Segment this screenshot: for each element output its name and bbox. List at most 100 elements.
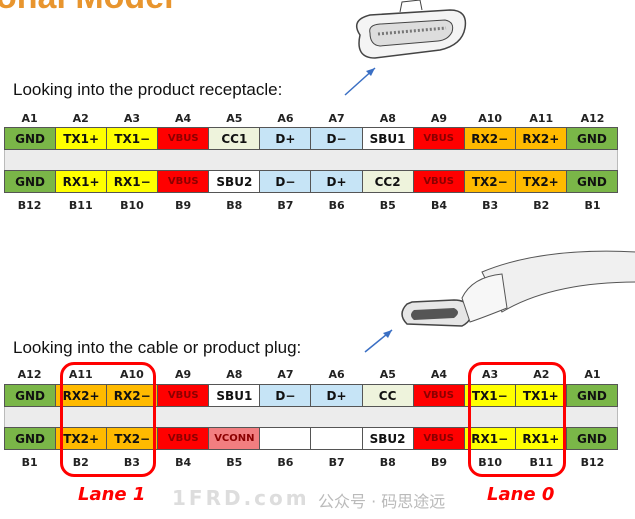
pin-label: B8 <box>226 199 243 212</box>
receptacle-bottom-pin-labels: B12 B11 B10 B9 B8 B7 B6 B5 B4 B3 B2 B1 <box>4 199 618 212</box>
page-title: onal Model <box>0 0 174 17</box>
pin-label: A12 <box>580 112 605 125</box>
pin-label: A11 <box>68 368 93 381</box>
pin-label: A1 <box>584 368 601 381</box>
pin-label: B9 <box>430 456 447 469</box>
pin-cell: RX1− <box>464 428 516 449</box>
pin-label: A8 <box>379 112 396 125</box>
pin-cell: GND <box>5 171 57 192</box>
watermark-site: 1FRD.com <box>172 486 310 510</box>
pin-label: A5 <box>226 112 243 125</box>
pin-cell: TX1+ <box>515 385 567 406</box>
pin-cell: D− <box>260 171 312 192</box>
pin-cell: VBUS <box>158 428 210 449</box>
pin-cell: RX1+ <box>515 428 567 449</box>
pin-label: B1 <box>584 199 601 212</box>
lane1-outline <box>60 362 156 477</box>
pin-label: B3 <box>123 456 140 469</box>
pin-cell <box>311 428 363 449</box>
arrow-icon <box>344 67 376 96</box>
pin-label: A3 <box>123 112 141 125</box>
pin-label: B10 <box>120 199 144 212</box>
pin-label: A2 <box>533 368 550 381</box>
pin-cell: CC2 <box>362 171 414 192</box>
watermark: 公众号 · 码思途远 <box>318 492 446 511</box>
pin-label: B9 <box>175 199 192 212</box>
pin-cell: RX1+ <box>56 171 108 192</box>
pin-label: A10 <box>120 368 144 381</box>
pin-cell: VBUS <box>413 428 465 449</box>
pin-label: A10 <box>478 112 503 125</box>
pin-label: B5 <box>379 199 396 212</box>
pin-label: A11 <box>529 112 554 125</box>
pin-cell: D+ <box>311 171 363 192</box>
pin-cell: GND <box>5 385 57 406</box>
lane1-label: Lane 1 <box>78 484 146 505</box>
pin-cell: SBU1 <box>362 128 414 149</box>
pin-cell <box>260 428 312 449</box>
pin-label: B1 <box>21 456 38 469</box>
plug-illustration <box>401 250 635 327</box>
pin-label: B10 <box>478 456 502 469</box>
pin-cell: RX1− <box>107 171 159 192</box>
plug-bottom-pin-labels: B1 B2 B3 B4 B5 B6 B7 B8 B9 B10 B11 B12 <box>4 456 618 469</box>
pin-label: A7 <box>328 112 345 125</box>
pin-label: B5 <box>226 456 243 469</box>
pin-cell: VBUS <box>413 385 465 406</box>
plug-top-pin-labels: A12 A11 A10 A9 A8 A7 A6 A5 A4 A3 A2 A1 <box>4 368 618 381</box>
lane0-label: Lane 0 <box>487 484 555 505</box>
receptacle-row-a: GND TX1+ TX1− VBUS CC1 D+ D− SBU1 VBUS RX2− RX2+ GN… <box>4 127 618 150</box>
pin-label: A5 <box>379 368 396 381</box>
pin-cell: D+ <box>311 385 363 406</box>
plug-row-b: GND TX2+ TX2− VBUS VCONN SBU2 VBUS RX1− RX1+ GND <box>4 427 618 450</box>
pin-cell: SBU2 <box>362 428 414 449</box>
pin-label: B3 <box>482 199 499 212</box>
pin-label: B4 <box>430 199 447 212</box>
pin-cell: TX1− <box>464 385 516 406</box>
pin-label: A9 <box>175 368 192 381</box>
pin-cell: D− <box>260 385 312 406</box>
pin-cell: VBUS <box>413 171 465 192</box>
pin-label: B6 <box>328 199 345 212</box>
pin-cell: GND <box>566 385 617 406</box>
pin-label: B2 <box>533 199 550 212</box>
pin-cell: TX1− <box>107 128 159 149</box>
receptacle-illustration <box>355 0 467 59</box>
pin-label: A9 <box>430 112 448 125</box>
pin-cell: RX2+ <box>515 128 567 149</box>
pin-cell: TX2+ <box>515 171 567 192</box>
pin-cell: D+ <box>260 128 312 149</box>
pin-label: B8 <box>379 456 396 469</box>
pin-label: A8 <box>226 368 243 381</box>
pin-cell: D− <box>311 128 363 149</box>
pin-cell: GND <box>566 128 617 149</box>
pin-cell: VBUS <box>158 128 210 149</box>
pin-cell: TX2− <box>464 171 516 192</box>
pin-cell: GND <box>566 428 617 449</box>
pin-cell: TX2+ <box>56 428 108 449</box>
receptacle-top-pin-labels: A1 A2 A3 A4 A5 A6 A7 A8 A9 A10 A11 A12 <box>4 112 618 125</box>
plug-caption: Looking into the cable or product plug: <box>13 338 302 357</box>
pin-label: B7 <box>328 456 345 469</box>
pin-label: A1 <box>21 112 38 125</box>
pin-label: B2 <box>72 456 89 469</box>
pin-label: A2 <box>72 112 89 125</box>
pin-cell: VBUS <box>158 385 210 406</box>
pin-cell: VBUS <box>158 171 210 192</box>
receptacle-row-b: GND RX1+ RX1− VBUS SBU2 D− D+ CC2 VBUS TX2− TX2+ GN… <box>4 170 618 193</box>
plug-row-a: GND RX2+ RX2− VBUS SBU1 D− D+ CC VBUS TX1− TX1+ GND <box>4 384 618 407</box>
pin-label: A3 <box>482 368 499 381</box>
pin-cell: TX1+ <box>56 128 108 149</box>
lane0-outline <box>468 362 566 477</box>
pin-cell: GND <box>5 128 57 149</box>
pin-cell: SBU1 <box>209 385 261 406</box>
pin-label: B12 <box>17 199 42 212</box>
pin-cell: CC <box>362 385 414 406</box>
pin-label: B7 <box>277 199 294 212</box>
arrow-icon <box>364 329 393 353</box>
pin-label: A12 <box>17 368 42 381</box>
pin-cell: VBUS <box>413 128 465 149</box>
pin-label: B11 <box>68 199 93 212</box>
pin-label: B6 <box>277 456 294 469</box>
pin-cell: CC1 <box>209 128 261 149</box>
